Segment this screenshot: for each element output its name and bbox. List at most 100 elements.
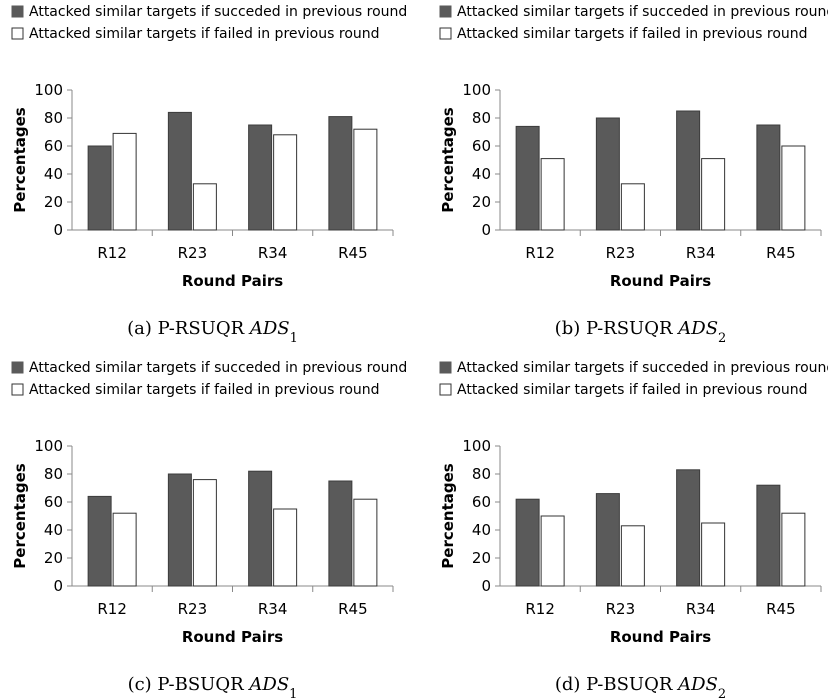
y-tick-label: 80 <box>44 465 63 483</box>
y-tick-label: 0 <box>481 221 491 239</box>
x-tick-label: R23 <box>178 600 208 618</box>
bar-succeeded <box>87 495 112 587</box>
x-axis-title: Round Pairs <box>182 628 283 646</box>
y-tick-label: 80 <box>472 465 491 483</box>
bar-failed <box>273 508 298 587</box>
bar-failed <box>353 498 378 587</box>
y-tick-label: 0 <box>53 221 63 239</box>
x-tick-label: R45 <box>766 244 796 262</box>
bar-failed <box>781 512 806 587</box>
bar-succeeded <box>248 470 273 587</box>
bar-succeeded <box>515 498 540 587</box>
y-axis-title: Percentages <box>439 107 457 213</box>
x-axis-title: Round Pairs <box>610 628 711 646</box>
legend-label-failed: Attacked similar targets if failed in pr… <box>457 26 808 42</box>
y-axis-title: Percentages <box>439 463 457 569</box>
y-tick-label: 20 <box>472 549 491 567</box>
chart-panel-1: Attacked similar targets if succeded in … <box>11 4 407 346</box>
x-tick-label: R34 <box>258 600 288 618</box>
chart-panel-4: Attacked similar targets if succeded in … <box>439 360 828 700</box>
bar-succeeded <box>676 469 701 587</box>
y-tick-label: 100 <box>34 437 63 455</box>
bar-failed <box>192 183 217 231</box>
x-tick-label: R12 <box>97 600 127 618</box>
y-tick-label: 100 <box>462 437 491 455</box>
y-tick-label: 40 <box>44 165 63 183</box>
y-tick-label: 60 <box>472 137 491 155</box>
bar-failed <box>701 158 726 231</box>
bar-succeeded <box>756 124 781 231</box>
legend-label-failed: Attacked similar targets if failed in pr… <box>29 382 380 398</box>
x-axis-title: Round Pairs <box>182 272 283 290</box>
y-tick-label: 20 <box>44 193 63 211</box>
y-tick-label: 40 <box>44 521 63 539</box>
legend-label-succeeded: Attacked similar targets if succeded in … <box>29 360 407 376</box>
x-tick-label: R23 <box>606 600 636 618</box>
panel-caption: (d) P-BSUQR ADS2 <box>555 674 726 700</box>
y-tick-label: 100 <box>462 81 491 99</box>
legend-swatch-succeeded <box>11 361 24 374</box>
x-tick-label: R12 <box>525 600 555 618</box>
legend-label-succeeded: Attacked similar targets if succeded in … <box>457 360 828 376</box>
y-tick-label: 100 <box>34 81 63 99</box>
bar-failed <box>620 183 645 231</box>
y-tick-label: 0 <box>53 577 63 595</box>
y-axis-title: Percentages <box>11 107 29 213</box>
legend-swatch-failed <box>439 27 452 40</box>
bar-failed <box>273 134 298 231</box>
x-tick-label: R12 <box>97 244 127 262</box>
chart-panel-3: Attacked similar targets if succeded in … <box>11 360 407 700</box>
chart-panel-2: Attacked similar targets if succeded in … <box>439 4 828 346</box>
y-axis-title: Percentages <box>11 463 29 569</box>
x-tick-label: R34 <box>686 244 716 262</box>
legend-swatch-succeeded <box>439 361 452 374</box>
legend-swatch-failed <box>11 27 24 40</box>
legend-swatch-failed <box>439 383 452 396</box>
y-tick-label: 60 <box>44 137 63 155</box>
legend-label-failed: Attacked similar targets if failed in pr… <box>29 26 380 42</box>
legend-label-failed: Attacked similar targets if failed in pr… <box>457 382 808 398</box>
bar-failed <box>192 479 217 587</box>
panel-caption: (b) P-RSUQR ADS2 <box>555 318 727 346</box>
bar-failed <box>781 145 806 231</box>
bar-succeeded <box>515 125 540 231</box>
x-tick-label: R45 <box>338 244 368 262</box>
y-tick-label: 0 <box>481 577 491 595</box>
x-tick-label: R34 <box>258 244 288 262</box>
x-tick-label: R23 <box>178 244 208 262</box>
bar-succeeded <box>595 117 620 231</box>
bar-succeeded <box>167 111 192 231</box>
y-tick-label: 40 <box>472 165 491 183</box>
bar-failed <box>701 522 726 587</box>
panel-caption: (a) P-RSUQR ADS1 <box>127 318 298 346</box>
y-tick-label: 60 <box>472 493 491 511</box>
bar-failed <box>112 132 137 231</box>
bar-succeeded <box>676 110 701 231</box>
y-tick-label: 60 <box>44 493 63 511</box>
x-tick-label: R12 <box>525 244 555 262</box>
legend-swatch-succeeded <box>439 5 452 18</box>
bar-failed <box>112 512 137 587</box>
x-tick-label: R45 <box>338 600 368 618</box>
legend-label-succeeded: Attacked similar targets if succeded in … <box>457 4 828 20</box>
legend-label-succeeded: Attacked similar targets if succeded in … <box>29 4 407 20</box>
bar-succeeded <box>328 116 353 231</box>
bar-failed <box>620 525 645 587</box>
bar-failed <box>540 158 565 231</box>
bar-succeeded <box>248 124 273 231</box>
y-tick-label: 40 <box>472 521 491 539</box>
y-tick-label: 80 <box>44 109 63 127</box>
y-tick-label: 20 <box>472 193 491 211</box>
x-tick-label: R23 <box>606 244 636 262</box>
legend-swatch-succeeded <box>11 5 24 18</box>
bar-failed <box>540 515 565 587</box>
bar-succeeded <box>595 493 620 587</box>
y-tick-label: 20 <box>44 549 63 567</box>
x-tick-label: R34 <box>686 600 716 618</box>
bar-failed <box>353 128 378 231</box>
bar-succeeded <box>87 145 112 231</box>
x-tick-label: R45 <box>766 600 796 618</box>
y-tick-label: 80 <box>472 109 491 127</box>
x-axis-title: Round Pairs <box>610 272 711 290</box>
